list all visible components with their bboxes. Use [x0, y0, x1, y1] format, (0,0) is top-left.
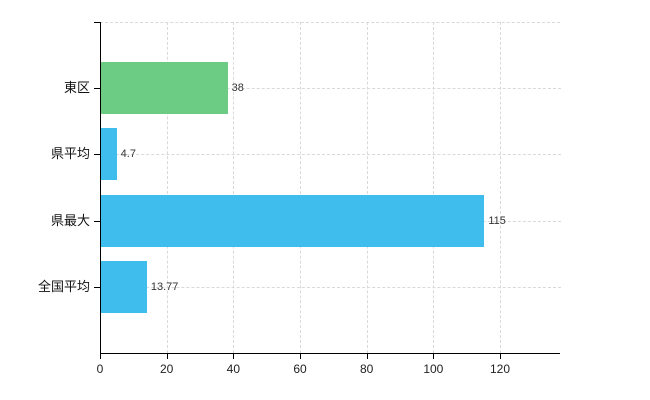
y-axis-line	[100, 22, 101, 354]
gridline-top	[100, 22, 560, 23]
bar-value-label: 115	[488, 214, 506, 227]
x-tick-label: 60	[293, 362, 307, 376]
gridline-horizontal	[101, 286, 561, 288]
x-tick	[366, 354, 368, 359]
bar-value-label: 38	[231, 82, 244, 95]
bar-1	[101, 128, 117, 181]
x-tick	[100, 354, 101, 359]
category-label-0: 東区	[63, 80, 90, 96]
gridline-vertical	[300, 22, 301, 353]
x-tick-label: 0	[96, 362, 104, 376]
bar-0	[101, 62, 228, 115]
x-tick	[166, 354, 168, 359]
bar-3	[101, 260, 147, 313]
x-tick-label: 120	[489, 362, 511, 376]
y-tick	[94, 286, 100, 288]
y-axis-top-tick	[94, 22, 100, 23]
x-tick-label: 80	[359, 362, 374, 376]
x-tick-label: 40	[226, 362, 240, 376]
x-tick	[300, 354, 301, 359]
gridline-vertical	[366, 22, 368, 353]
gridline-vertical	[500, 22, 501, 353]
x-axis-line	[100, 353, 560, 354]
category-label-2: 県最大	[50, 212, 90, 228]
x-tick	[500, 354, 501, 359]
gridline-vertical	[233, 22, 235, 353]
x-tick-label: 100	[423, 362, 444, 376]
bar-2	[101, 194, 484, 247]
gridline-vertical	[433, 22, 435, 353]
y-tick	[94, 220, 100, 222]
bar-value-label: 4.7	[120, 148, 136, 161]
y-tick	[94, 88, 100, 90]
gridline-vertical	[166, 22, 168, 353]
category-label-3: 全国平均	[37, 278, 90, 294]
gridline-horizontal	[101, 154, 561, 156]
x-tick	[233, 354, 235, 359]
gridline-horizontal	[101, 88, 561, 90]
category-label-1: 県平均	[50, 146, 90, 162]
x-tick	[433, 354, 435, 359]
bar-value-label: 13.77	[150, 280, 179, 293]
x-tick-label: 20	[159, 362, 174, 376]
y-tick	[94, 154, 100, 156]
